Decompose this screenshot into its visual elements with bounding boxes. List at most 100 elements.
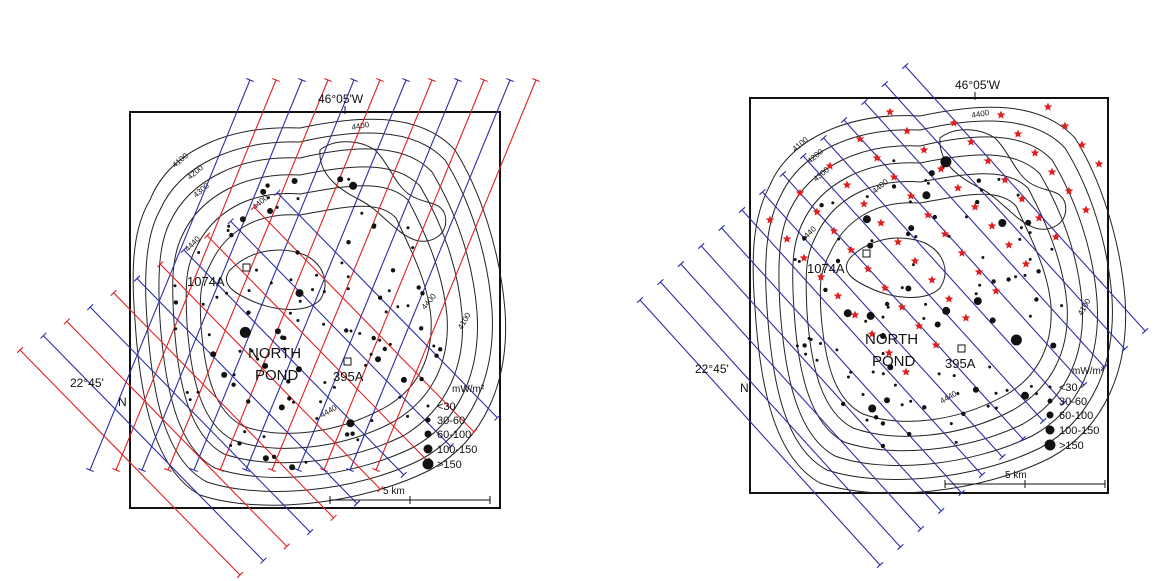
station-star [923,210,933,219]
station-star [846,245,856,254]
heat-flow-dot [952,374,956,378]
station-star [970,202,980,211]
heat-flow-dot [884,397,890,404]
heat-flow-dot [384,310,388,314]
heat-flow-dot [291,178,298,184]
heat-flow-dot [841,401,846,407]
heat-flow-dot [928,170,935,177]
survey-line-cap [759,188,766,196]
heat-flow-dot [434,353,439,358]
heat-flow-dot [262,435,266,439]
heat-flow-dot [988,365,992,369]
heat-flow-dot [346,287,350,291]
survey-line-cap [876,561,884,569]
survey-line-cap [1019,435,1027,443]
survey-line [206,235,428,461]
heat-flow-dot [868,404,877,413]
basin-name-line1: NORTH [865,331,918,348]
site-label-1074A: 1074A [807,261,845,276]
heat-flow-dot [865,418,869,422]
heat-flow-dot [849,370,853,374]
station-star [1034,213,1044,222]
survey-line [89,306,311,533]
heat-flow-dot [1006,277,1011,282]
heat-flow-dot [269,281,273,285]
heat-flow-dot [865,195,869,199]
heat-flow-dot [1050,342,1057,349]
heat-flow-dot [907,431,912,437]
heat-flow-dot [289,464,296,471]
station-star [906,191,916,200]
map-frame [749,97,1109,494]
heat-flow-dot [406,304,410,308]
legend: mW/m² <30 30-60 60-100 100-150 >150 [1044,366,1105,452]
survey-line-cap [820,134,827,142]
left-map: 4100 4200 4300 4400 4440 4400 4100 4440 … [16,77,540,579]
heat-flow-dot [922,191,931,200]
heat-flow-dot [991,279,996,284]
station-star [765,215,775,224]
survey-line-cap [330,514,337,521]
contour-label: 4200 [186,163,206,182]
heat-flow-dot [974,292,978,296]
heat-flow-dot [909,399,913,403]
heat-flow-dot [864,319,868,323]
heat-flow-dot [1021,391,1029,400]
heat-flow-dot [994,406,998,410]
survey-line [375,79,537,471]
legend-dot-60-100 [1046,411,1054,419]
survey-line [193,79,355,471]
heat-flow-dot [344,328,349,333]
station-star [936,164,946,173]
heat-flow-stations [173,176,443,471]
site-label-395A: 395A [945,356,976,371]
scale-label: 5 km [383,486,405,497]
station-star [842,180,852,189]
heat-flow-dot [914,235,918,239]
heat-flow-dot [419,326,424,331]
heat-flow-dot [420,291,425,296]
heat-flow-dot [337,176,344,183]
heat-flow-dot [400,376,407,383]
heat-flow-dot [231,382,236,387]
heat-flow-dot [823,287,828,293]
survey-line [741,209,983,476]
heat-flow-dot [197,251,201,254]
legend-dot-100-150 [1045,425,1055,435]
scale-label: 5 km [1005,470,1027,481]
site-label-1074A: 1074A [187,274,225,289]
survey-line-cap [294,467,302,473]
heat-flow-dot [819,203,824,208]
heat-flow-dot [282,335,287,341]
heat-flow-dot [416,285,421,290]
heat-flow-dot [809,337,813,341]
heat-flow-dot [287,396,292,401]
station-star [825,161,835,170]
heat-flow-dot [243,430,247,434]
heat-flow-dot [881,372,885,376]
heat-flow-dot [390,268,396,273]
station-star [991,286,1001,295]
heat-flow-dot [831,201,835,205]
station-star [966,137,976,146]
heat-flow-dot [188,398,192,402]
heat-flow-dot [802,343,807,348]
heat-flow-dot [1035,392,1038,396]
heat-flow-dot [980,188,983,192]
survey-line [721,227,963,494]
heat-flow-dot [994,391,998,395]
heat-flow-dot [345,432,350,437]
heat-flow-dot [226,229,230,232]
survey-line-cap [840,116,848,124]
survey-line-cap [958,489,965,497]
heat-flow-dot [1028,231,1032,235]
heat-flow-dot [346,240,351,245]
heat-flow-dot [286,379,291,384]
survey-line-cap [799,152,807,160]
heat-flow-dot [229,232,234,238]
heat-flow-dot [891,184,897,189]
survey-line-cap [306,528,314,536]
site-marker-395A [343,357,352,366]
heat-flow-dot [295,366,302,373]
survey-line [160,263,381,490]
